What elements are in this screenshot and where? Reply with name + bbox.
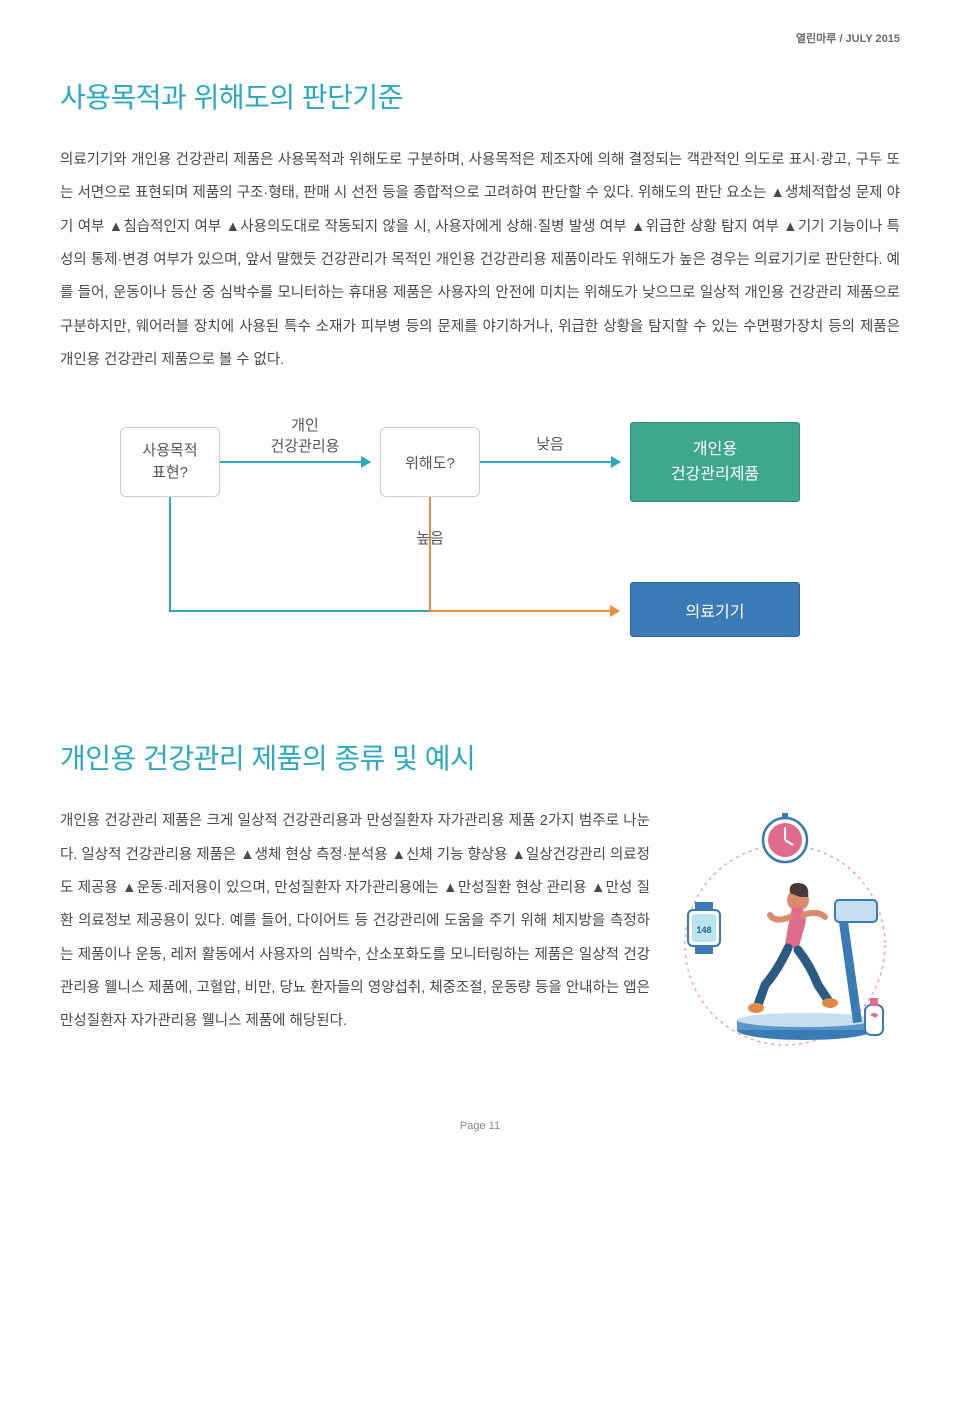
diagram-node-personal-product: 개인용 건강관리제품 (630, 422, 800, 502)
page-number: Page 11 (60, 1120, 900, 1132)
diagram-node-medical-device: 의료기기 (630, 582, 800, 637)
arrow-low (480, 461, 620, 463)
node4-text: 의료기기 (686, 598, 745, 622)
line-down-purpose (169, 497, 171, 612)
node1-line1: 사용목적 (142, 442, 197, 459)
line-down-risk2 (429, 547, 431, 612)
label1-line2: 건강관리용 (270, 438, 339, 455)
treadmill-illustration: 148 (670, 805, 900, 1065)
node1-line2: 표현? (152, 464, 188, 481)
node3-line2: 건강관리제품 (671, 466, 759, 483)
section1-body: 의료기기와 개인용 건강관리 제품은 사용목적과 위해도로 구분하며, 사용목적… (60, 144, 900, 377)
node3-line1: 개인용 (693, 441, 737, 458)
section2-title: 개인용 건강관리 제품의 종류 및 예시 (60, 737, 900, 777)
header-meta: 열린마루 / JULY 2015 (60, 30, 900, 46)
diagram-node-purpose: 사용목적 표현? (120, 427, 220, 497)
illustration-container: 148 (670, 805, 900, 1070)
label1-line1: 개인 (291, 417, 319, 434)
section2-body: 개인용 건강관리 제품은 크게 일상적 건강관리용과 만성질환자 자가관리용 제… (60, 805, 650, 1038)
diagram-node-risk: 위해도? (380, 427, 480, 497)
svg-text:148: 148 (696, 925, 711, 935)
label-personal-health: 개인 건강관리용 (255, 415, 355, 457)
node2-text: 위해도? (405, 452, 455, 473)
arrow-1 (220, 461, 370, 463)
section1-title: 사용목적과 위해도의 판단기준 (60, 76, 900, 116)
arrow-medical (429, 610, 619, 612)
decision-diagram: 사용목적 표현? 개인 건강관리용 위해도? 낮음 개인용 건강관리제품 높음 … (60, 407, 900, 687)
label-high: 높음 (405, 527, 455, 548)
label-low: 낮음 (520, 433, 580, 454)
section2-columns: 개인용 건강관리 제품은 크게 일상적 건강관리용과 만성질환자 자가관리용 제… (60, 805, 900, 1070)
line-bottom-join (169, 610, 431, 612)
